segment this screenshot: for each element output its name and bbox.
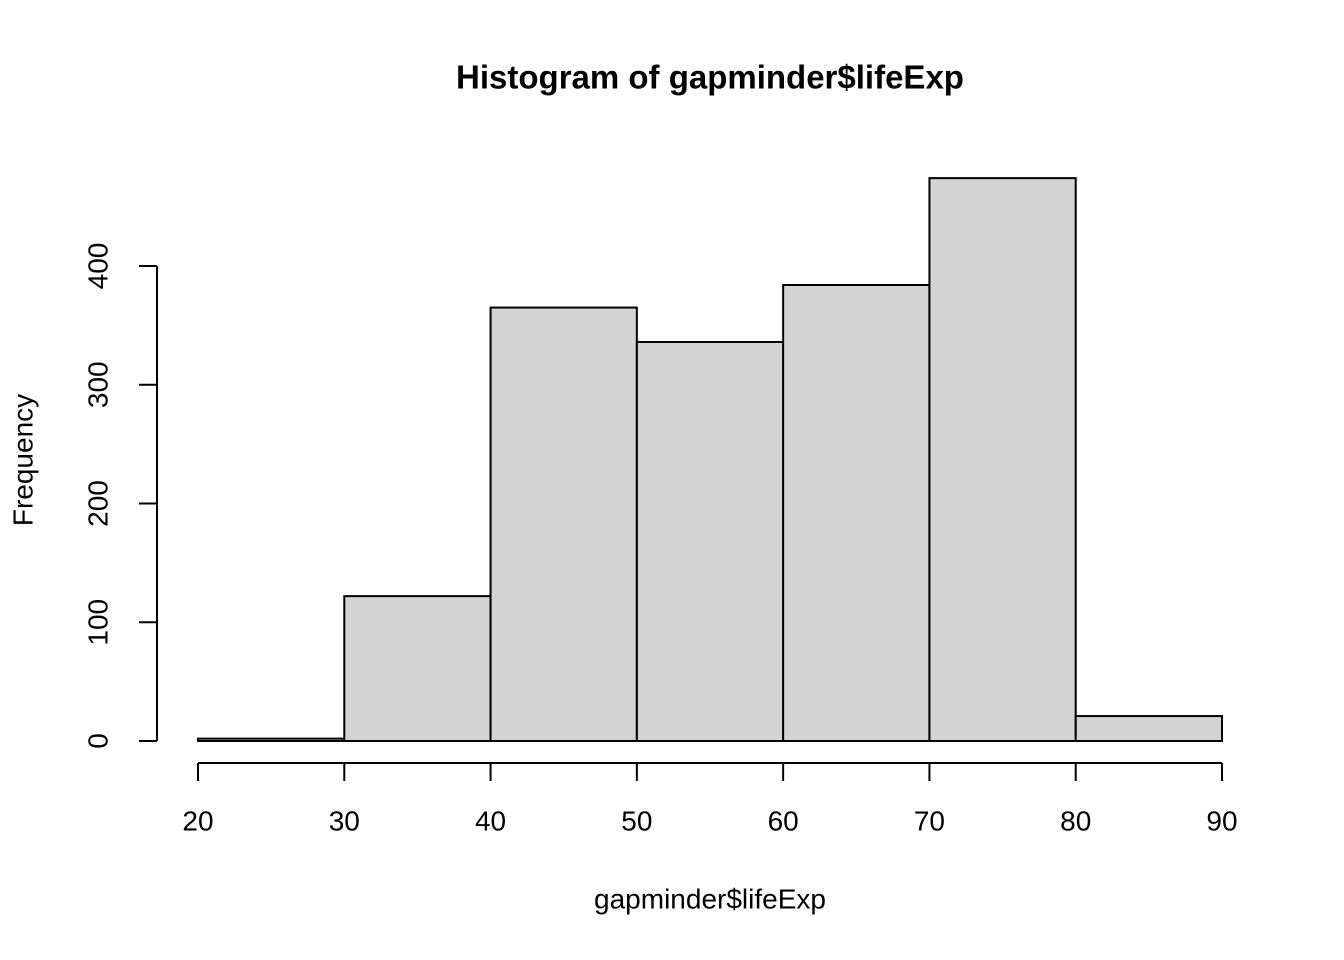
bar — [928, 177, 1077, 742]
y-tick-label: 0 — [82, 733, 113, 749]
x-tick-label: 20 — [182, 805, 213, 836]
bar — [782, 284, 931, 742]
x-tick-label: 50 — [621, 805, 652, 836]
x-tick-label: 40 — [475, 805, 506, 836]
bar — [343, 595, 492, 742]
x-tick-label: 90 — [1206, 805, 1237, 836]
bar — [1074, 715, 1223, 742]
bar — [197, 737, 346, 742]
y-axis-title: Frequency — [7, 394, 38, 526]
x-axis-title: gapminder$lifeExp — [594, 883, 826, 914]
bar — [635, 341, 785, 742]
x-tick-label: 70 — [914, 805, 945, 836]
y-tick-label: 300 — [82, 361, 113, 408]
y-tick-label: 100 — [82, 599, 113, 646]
y-tick-label: 400 — [82, 243, 113, 290]
x-tick-label: 60 — [768, 805, 799, 836]
x-tick-label: 30 — [329, 805, 360, 836]
bar — [489, 306, 638, 742]
chart-title: Histogram of gapminder$lifeExp — [456, 59, 964, 96]
y-tick-label: 200 — [82, 480, 113, 527]
x-tick-label: 80 — [1060, 805, 1091, 836]
